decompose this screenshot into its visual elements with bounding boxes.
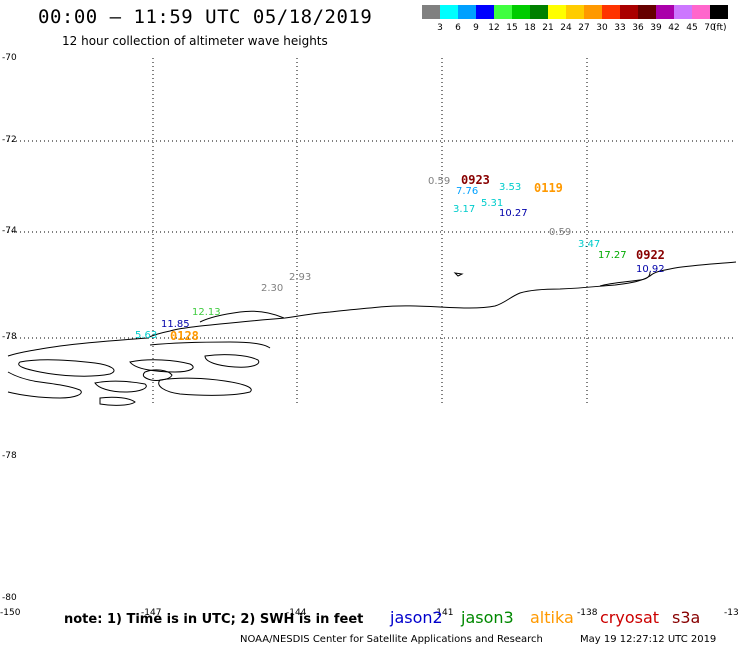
pass-time-label: 0128	[170, 329, 199, 343]
legend-label: 18	[524, 23, 536, 33]
legend-label: 45	[686, 23, 698, 33]
wave-height-label: 3.53	[499, 182, 522, 193]
wave-height-label: 3.47	[578, 239, 601, 250]
lon-label: -144	[286, 608, 307, 618]
legend-swatch	[422, 5, 440, 19]
legend-swatch	[512, 5, 530, 19]
wave-height-label: 11.85	[161, 319, 190, 330]
wave-height-label: 2.93	[289, 272, 312, 283]
map-subtitle: 12 hour collection of altimeter wave hei…	[62, 34, 328, 48]
lat-label: -70	[2, 53, 17, 63]
legend-label: 70	[704, 23, 716, 33]
legend-swatch	[458, 5, 476, 19]
agency-credit: NOAA/NESDIS Center for Satellite Applica…	[240, 634, 543, 645]
legend-label: 39	[650, 23, 662, 33]
legend-label: 27	[578, 23, 590, 33]
legend-label: 6	[455, 23, 461, 33]
legend-label: 21	[542, 23, 554, 33]
legend-label: 15	[506, 23, 518, 33]
lon-label: -150	[0, 608, 21, 618]
wave-height-label: 0.59	[428, 176, 451, 187]
legend-swatch	[638, 5, 656, 19]
lat-label: -80	[2, 593, 17, 603]
lon-label: -141	[433, 608, 454, 618]
legend-swatch	[566, 5, 584, 19]
legend-swatch	[548, 5, 566, 19]
legend-label: 33	[614, 23, 626, 33]
lon-label: -147	[141, 608, 162, 618]
legend-label: 9	[473, 23, 479, 33]
pass-time-label: 0119	[534, 181, 563, 195]
legend-swatch	[494, 5, 512, 19]
coastline	[7, 261, 737, 406]
legend-swatch	[710, 5, 728, 19]
pass-time-label: 0922	[636, 248, 665, 262]
legend-label: 3	[437, 23, 443, 33]
lon-label: -13	[724, 608, 739, 618]
wave-height-label: 10.27	[499, 208, 528, 219]
legend-swatch	[674, 5, 692, 19]
legend-label: 24	[560, 23, 572, 33]
legend-swatch	[584, 5, 602, 19]
lat-label: -74	[2, 226, 17, 236]
wave-height-label: 17.27	[598, 250, 627, 261]
mission-label: jason3	[461, 608, 514, 627]
map-title: 00:00 – 11:59 UTC 05/18/2019	[38, 6, 373, 28]
legend-label: 36	[632, 23, 644, 33]
legend-swatch	[656, 5, 674, 19]
mission-label: jason2	[390, 608, 443, 627]
wave-height-label: 7.76	[456, 186, 479, 197]
legend-label: 12	[488, 23, 500, 33]
legend-swatch	[530, 5, 548, 19]
legend-swatch	[620, 5, 638, 19]
legend-label: 42	[668, 23, 680, 33]
wave-height-label: 2.30	[261, 283, 284, 294]
lat-label: -78	[2, 451, 17, 461]
lat-label: -72	[2, 135, 17, 145]
wave-height-label: 0.59	[549, 227, 572, 238]
legend-swatch	[602, 5, 620, 19]
generated-timestamp: May 19 12:27:12 UTC 2019	[580, 634, 717, 645]
wave-height-label: 12.13	[192, 307, 221, 318]
grid-lines	[8, 58, 736, 406]
legend-label: 30	[596, 23, 608, 33]
legend-unit: (ft)	[713, 23, 727, 33]
lat-label: -78	[2, 332, 17, 342]
legend-swatch	[692, 5, 710, 19]
legend-swatch	[476, 5, 494, 19]
wave-height-label: 3.17	[453, 204, 476, 215]
wave-height-label: 10.92	[636, 264, 665, 275]
mission-label: altika	[530, 608, 574, 627]
mission-label: s3a	[672, 608, 701, 627]
mission-label: cryosat	[600, 608, 660, 627]
pass-time-label: 0923	[461, 173, 490, 187]
legend-swatch	[440, 5, 458, 19]
lon-label: -138	[577, 608, 598, 618]
units-note: note: 1) Time is in UTC; 2) SWH is in fe…	[64, 612, 364, 627]
wave-height-label: 5.31	[481, 198, 504, 209]
wave-height-label: 5.63	[135, 330, 158, 341]
